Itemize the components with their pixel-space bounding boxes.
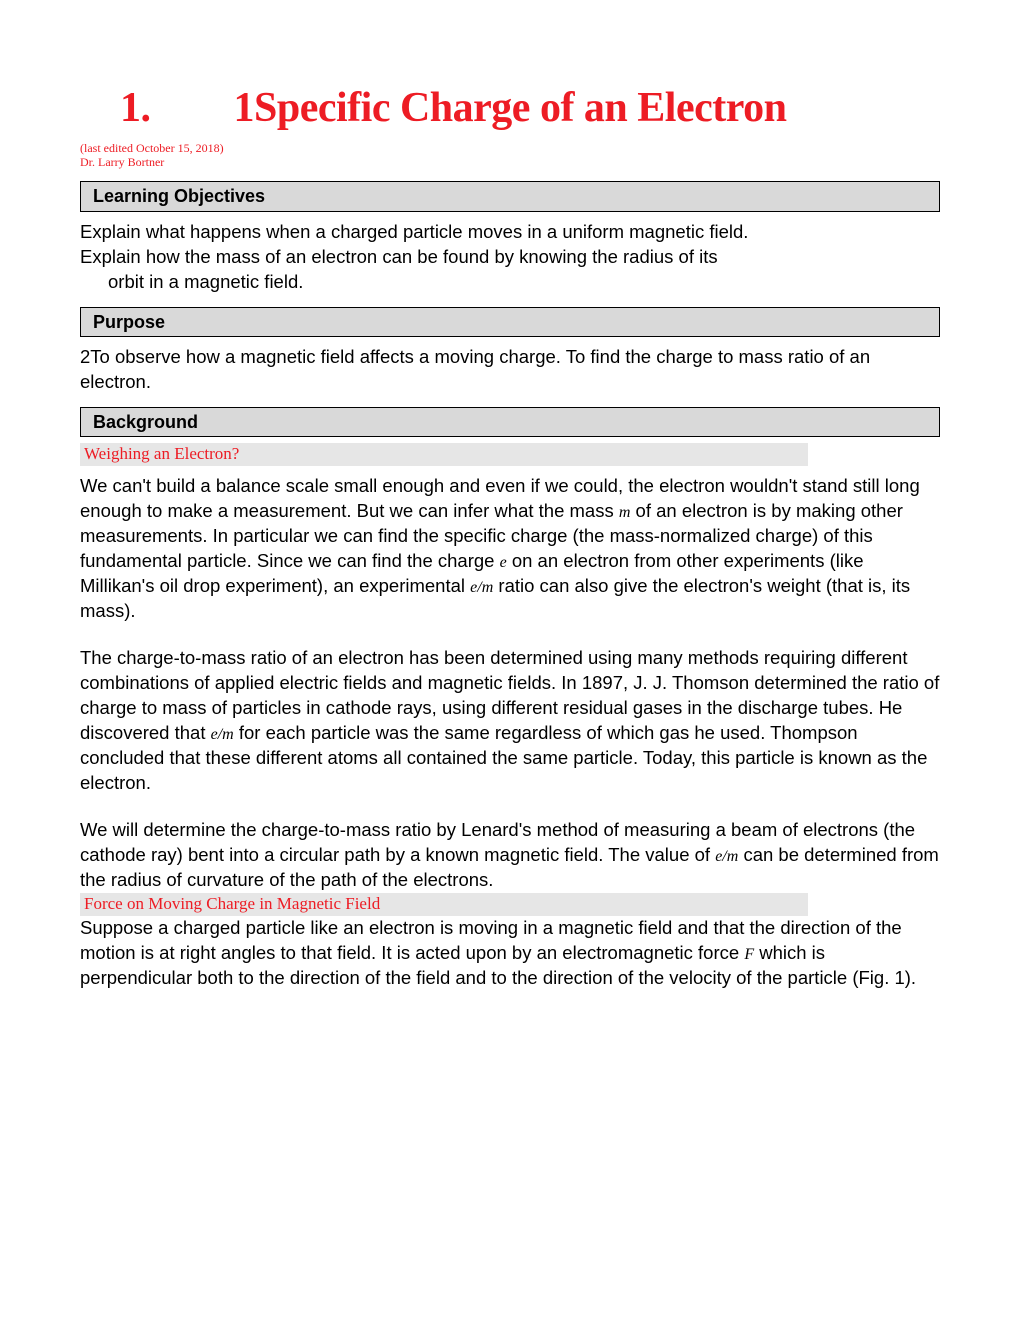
section-header-objectives: Learning Objectives [80, 181, 940, 211]
var-em2: e/m [211, 726, 234, 743]
var-F: F [744, 946, 754, 963]
page-title: 1. 1Specific Charge of an Electron [120, 80, 940, 137]
background-p3: We will determine the charge-to-mass rat… [80, 818, 940, 893]
background-p1: We can't build a balance scale small eno… [80, 474, 940, 624]
background-p4: Suppose a charged particle like an elect… [80, 916, 940, 991]
subheader-force: Force on Moving Charge in Magnetic Field [80, 893, 808, 916]
objectives-body: Explain what happens when a charged part… [80, 220, 940, 295]
section-header-purpose: Purpose [80, 307, 940, 337]
var-e: e [500, 554, 507, 571]
purpose-body: 2To observe how a magnetic field affects… [80, 345, 940, 395]
last-edited: (last edited October 15, 2018) [80, 141, 940, 155]
objective-line1: Explain what happens when a charged part… [80, 220, 940, 245]
var-em3: e/m [715, 848, 738, 865]
subheader-weighing: Weighing an Electron? [80, 443, 808, 466]
background-p2: The charge-to-mass ratio of an electron … [80, 646, 940, 796]
author: Dr. Larry Bortner [80, 155, 940, 169]
objective-line2b: orbit in a magnetic field. [80, 270, 940, 295]
section-header-background: Background [80, 407, 940, 437]
objective-line2a: Explain how the mass of an electron can … [80, 245, 940, 270]
var-m: m [619, 504, 631, 521]
var-em1: e/m [470, 579, 493, 596]
